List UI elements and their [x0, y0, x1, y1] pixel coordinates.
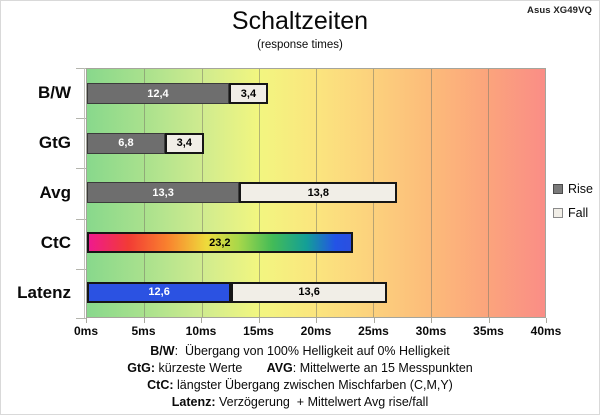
y-tick	[76, 118, 86, 120]
bar-segment-fall: 13,6	[231, 281, 387, 303]
x-tick	[488, 318, 490, 323]
x-tick	[373, 318, 375, 323]
x-tick-label: 25ms	[358, 324, 389, 338]
footnote-segment: AVG	[266, 361, 293, 375]
bar-row-latenz: 12,6 13,6	[87, 267, 545, 317]
device-model-label: Asus XG49VQ	[527, 5, 592, 16]
bar-value-label: 3,4	[240, 87, 257, 100]
legend-swatch-icon	[553, 208, 563, 218]
footnote-line: CtC: längster Übergang zwischen Mischfar…	[1, 377, 599, 394]
legend-swatch-icon	[553, 184, 563, 194]
legend-item-fall: Fall	[553, 206, 593, 220]
chart-title: Schaltzeiten	[231, 7, 369, 35]
bar-segment-fall: 3,4	[164, 132, 204, 154]
legend-label: Rise	[568, 182, 594, 196]
y-tick	[76, 218, 86, 220]
bar-value-label: 23,2	[209, 236, 231, 249]
footnote-line: GtG: kürzeste Werte AVG: Mittelwerte an …	[1, 360, 599, 377]
y-axis-ticks	[76, 68, 86, 319]
bar-value-label: 6,8	[118, 137, 134, 150]
x-tick	[143, 318, 145, 323]
x-axis: 0ms 5ms 10ms 15ms 20ms 25ms 30ms 35ms 40ms	[74, 318, 561, 350]
bar-row-bw: 12,4 3,4	[87, 69, 545, 119]
category-label-ctc: CtC	[40, 233, 71, 252]
bar-segment-rise: 12,6	[87, 281, 232, 303]
footnote-segment: kürzeste Werte	[155, 361, 267, 375]
footnote-segment: GtG:	[127, 361, 156, 375]
footnotes: B/W: Übergang von 100% Helligkeit auf 0%…	[1, 343, 599, 411]
footnote-segment: : Mittelwerte an 15 Messpunkten	[292, 361, 473, 375]
bar-segment-rise: 12,4	[87, 83, 229, 105]
bar-rows: 12,4 3,4 6,8 3,4 13,3 13,8 23,2 12,6 13,6	[87, 69, 545, 317]
x-tick-label: 15ms	[243, 324, 274, 338]
bar-value-label: 13,8	[307, 186, 329, 199]
bar-segment-rise: 13,3	[87, 182, 240, 204]
bar-value-label: 12,4	[147, 87, 169, 100]
x-tick-label: 10ms	[185, 324, 217, 338]
footnote-line: B/W: Übergang von 100% Helligkeit auf 0%…	[1, 343, 599, 360]
footnote-segment: Latenz:	[171, 395, 216, 409]
grid-line	[430, 69, 432, 317]
bar-segment-fall: 13,8	[239, 182, 398, 204]
bar-row-gtg: 6,8 3,4	[87, 119, 545, 169]
y-axis-line	[84, 68, 85, 318]
footnote-line: Latenz: Verzögerung + Mittelwert Avg ris…	[1, 394, 599, 411]
x-tick-label: 20ms	[300, 324, 332, 338]
category-label-avg: Avg	[39, 183, 72, 202]
x-tick-label: 40ms	[530, 324, 562, 338]
legend-item-rise: Rise	[553, 182, 593, 196]
bar-value-label: 3,4	[176, 137, 192, 150]
category-label-latenz: Latenz	[17, 283, 71, 302]
x-tick-label: 5ms	[131, 324, 156, 338]
category-label-gtg: GtG	[38, 133, 71, 152]
x-tick-label: 30ms	[415, 324, 447, 338]
x-tick-label: 35ms	[473, 324, 504, 338]
chart-header: Schaltzeiten (response times)	[1, 6, 599, 51]
y-tick	[76, 318, 86, 319]
x-tick	[431, 318, 432, 323]
y-tick	[76, 268, 86, 270]
x-tick-label: 0ms	[73, 324, 99, 338]
x-tick	[201, 318, 202, 323]
y-tick	[76, 168, 86, 170]
footnote-segment: : Übergang von 100% Helligkeit auf 0% He…	[174, 344, 450, 358]
bar-segment-rise: 6,8	[87, 132, 165, 154]
plot-area: 12,4 3,4 6,8 3,4 13,3 13,8 23,2 12,6 13,6	[86, 68, 546, 318]
bar-value-label: 13,6	[298, 286, 320, 299]
y-axis-labels: B/W GtG Avg CtC Latenz	[1, 68, 78, 318]
chart-subtitle: (response times)	[257, 39, 343, 51]
bar-value-label: 12,6	[148, 286, 170, 299]
bar-row-avg: 13,3 13,8	[87, 168, 545, 218]
bar-segment-ctc: 23,2	[87, 232, 353, 254]
x-tick	[546, 318, 547, 323]
bar-segment-fall: 3,4	[228, 83, 268, 105]
footnote-segment: längster Übergang zwischen Mischfarben (…	[173, 378, 453, 392]
footnote-segment: B/W	[150, 344, 175, 358]
footnote-segment: CtC:	[147, 378, 174, 392]
legend-label: Fall	[568, 206, 589, 220]
x-tick	[316, 318, 317, 323]
grid-line	[487, 69, 489, 317]
x-tick	[258, 318, 260, 323]
y-tick	[76, 68, 86, 69]
footnote-segment: Verzögerung + Mittelwert Avg rise/fall	[215, 395, 429, 409]
bar-row-ctc: 23,2	[87, 218, 545, 268]
category-label-bw: B/W	[37, 83, 71, 102]
bar-value-label: 13,3	[152, 186, 174, 199]
legend: Rise Fall	[553, 182, 593, 230]
x-tick	[86, 318, 87, 323]
